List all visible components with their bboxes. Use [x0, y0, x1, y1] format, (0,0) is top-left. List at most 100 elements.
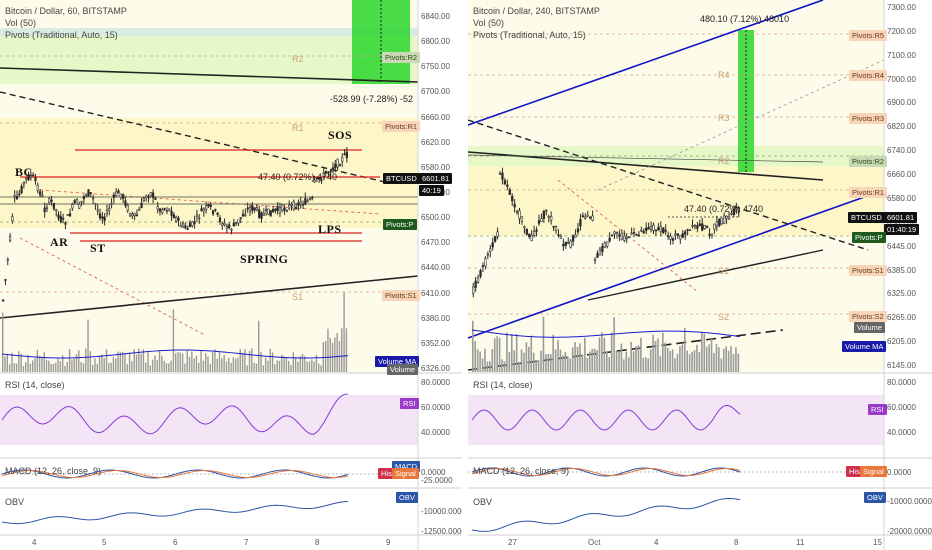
- left-signal-tag: Signal: [392, 468, 419, 479]
- left-volume-bar: [329, 338, 331, 372]
- right-volume-bar: [696, 344, 698, 372]
- left-candle: [320, 179, 323, 182]
- date-axis-label: 11: [796, 538, 805, 547]
- wyckoff-st-label: ST: [90, 241, 106, 255]
- right-volume-bar: [547, 353, 550, 372]
- right-candle: [564, 241, 567, 246]
- left-volume-bar: [18, 351, 20, 372]
- right-candle: [623, 235, 626, 241]
- left-candle: [156, 206, 159, 210]
- left-candle: [75, 198, 79, 205]
- right-candle: [725, 216, 728, 219]
- right-candle: [606, 241, 609, 247]
- left-candle: [92, 197, 95, 200]
- right-candle: [732, 209, 736, 215]
- left-candle: [276, 206, 279, 211]
- right-candle: [647, 227, 650, 230]
- left-volume-bar: [151, 359, 154, 372]
- right-candle: [593, 259, 597, 262]
- left-candle: [278, 207, 282, 214]
- left-volume-bar: [191, 351, 193, 372]
- left-support-trendline: [0, 275, 419, 319]
- right-r4-faint: R4: [718, 70, 730, 80]
- right-candle: [574, 234, 577, 238]
- right-volume-bar: [693, 350, 696, 372]
- right-volume-bar: [523, 352, 525, 372]
- indicator-axis-label: -20000.0000: [887, 527, 932, 536]
- left-volume-bar: [124, 353, 126, 372]
- right-candle: [520, 216, 524, 222]
- indicator-axis-label: 0.0000: [421, 468, 446, 477]
- left-candle: [214, 209, 217, 211]
- left-candle: [112, 194, 115, 198]
- left-obv-line: [1, 501, 349, 525]
- right-candle: [637, 234, 641, 237]
- right-candle: [557, 234, 560, 236]
- left-volume-bar: [299, 356, 301, 372]
- right-candle: [511, 195, 514, 202]
- left-candle: [313, 179, 316, 183]
- right-vol-legend: Vol (50): [473, 18, 505, 28]
- left-candle: [59, 216, 62, 223]
- left-volume-bar: [64, 365, 66, 372]
- left-chart-canvas[interactable]: [0, 0, 462, 550]
- right-candle: [474, 280, 477, 288]
- right-channel-upper: [468, 0, 824, 126]
- left-candle: [135, 214, 139, 217]
- right-volume-bar: [508, 352, 511, 372]
- date-axis-label: 4: [654, 538, 659, 547]
- right-volume-bar: [584, 337, 586, 372]
- right-candle: [713, 223, 716, 230]
- right-volume-bar: [691, 351, 693, 372]
- left-volume-bar: [45, 359, 48, 372]
- price-axis-label: 6352.00: [421, 338, 450, 348]
- price-axis-label: 6660.00: [887, 170, 916, 180]
- left-candle: [128, 213, 132, 217]
- left-volume-bar: [138, 348, 140, 372]
- left-candle: [45, 207, 49, 210]
- left-candle: [32, 174, 35, 177]
- right-candle: [674, 233, 677, 236]
- left-candle: [2, 299, 5, 302]
- right-countdown-tag: 01:40:19: [884, 224, 920, 235]
- right-volume-bar: [506, 332, 508, 372]
- right-candle: [727, 215, 731, 219]
- left-volume-bar: [262, 365, 265, 372]
- left-volume-bar: [276, 360, 278, 372]
- right-volume-bar: [632, 351, 635, 372]
- left-volume-bar: [20, 353, 22, 372]
- left-volume-ma-line: [1, 349, 349, 359]
- right-volume-bar: [722, 348, 725, 372]
- right-candle: [503, 180, 507, 185]
- left-volume-bar: [267, 360, 269, 372]
- left-rsi-legend: RSI (14, close): [5, 380, 65, 390]
- left-r2-faint: R2: [292, 54, 304, 64]
- left-candle: [179, 225, 182, 228]
- left-volume-bar: [8, 364, 11, 372]
- left-volume-bar: [195, 355, 198, 372]
- right-candle: [571, 235, 575, 242]
- left-chart-panel[interactable]: Bitcoin / Dollar, 60, BITSTAMP Vol (50) …: [0, 0, 462, 550]
- right-candle: [715, 221, 719, 227]
- price-axis-label: 6145.00: [887, 361, 916, 370]
- left-candle: [170, 210, 173, 216]
- right-candle: [679, 235, 682, 240]
- right-chart-title: Bitcoin / Dollar, 240, BITSTAMP: [473, 6, 600, 16]
- right-volume-bar: [530, 335, 533, 372]
- left-volume-bar: [258, 320, 260, 372]
- right-volume-bar: [615, 350, 618, 372]
- right-volume-bar: [708, 344, 710, 372]
- right-chart-panel[interactable]: Bitcoin / Dollar, 240, BITSTAMP Vol (50)…: [468, 0, 932, 550]
- left-rsi-tag: RSI: [400, 398, 419, 409]
- right-candle: [506, 184, 509, 187]
- right-candle: [491, 242, 494, 248]
- price-axis-label: 7000.00: [887, 74, 916, 84]
- left-candle: [181, 223, 185, 227]
- left-candle: [78, 203, 81, 209]
- right-candle: [547, 216, 550, 219]
- wyckoff-sos-label: SOS: [328, 128, 353, 142]
- left-volume-bar: [271, 352, 274, 372]
- price-axis-label: 6500.00: [421, 213, 450, 223]
- right-volume-bar: [613, 317, 615, 372]
- right-volume-bar: [637, 345, 640, 372]
